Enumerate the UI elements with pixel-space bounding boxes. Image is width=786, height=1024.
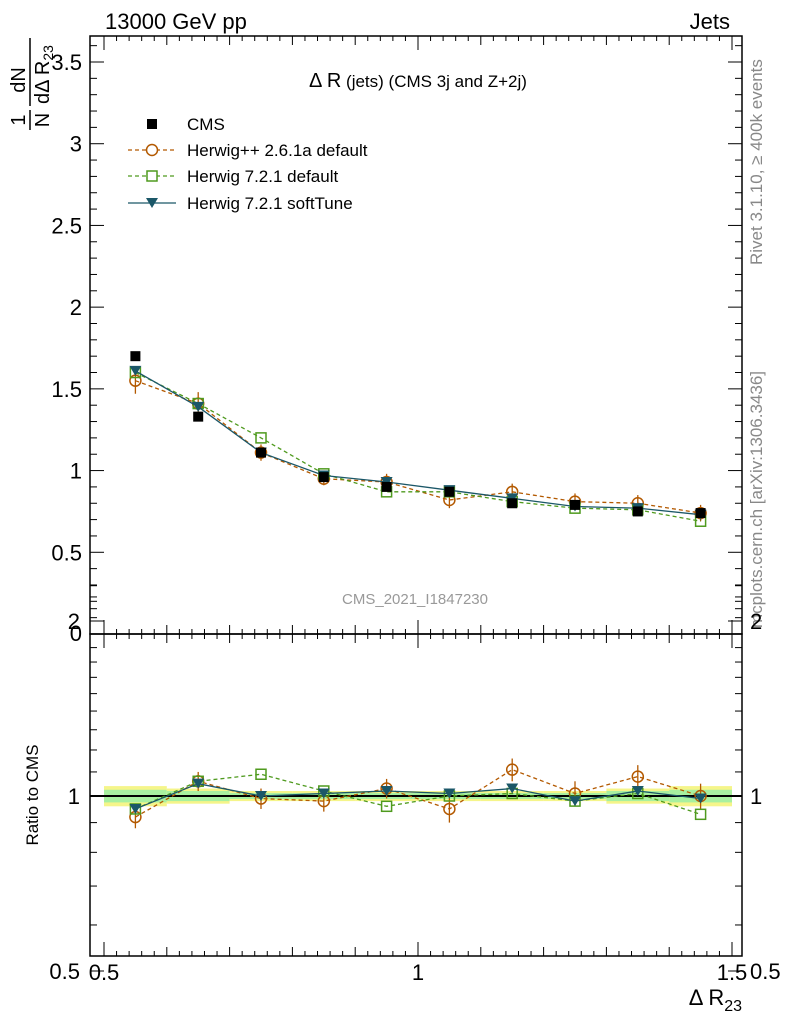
x-tick-label: 1 — [412, 960, 424, 985]
ratio-y-tick-label-right: 1 — [750, 784, 762, 809]
ratio-herwig-7-2-1-softtune-point — [255, 791, 267, 801]
mcplots-label: mcplots.cern.ch [arXiv:1306.3436] — [747, 371, 766, 628]
x-tick-label: 1.5 — [717, 960, 748, 985]
main-herwig-7-2-1-softtune-point — [129, 365, 142, 376]
ratio-herwig-2-6-1a-default-point — [443, 802, 456, 816]
legend-label-herwig721: Herwig 7.2.1 default — [187, 167, 338, 186]
legend-item-softtune: Herwig 7.2.1 softTune — [128, 194, 353, 213]
legend-label-herwigpp: Herwig++ 2.6.1a default — [187, 141, 368, 160]
y-tick-label-main: 1.5 — [51, 377, 82, 402]
plot-title-suffix: (jets) (CMS 3j and Z+2j) — [341, 72, 527, 91]
main-cms-point — [695, 508, 706, 519]
legend-marker-herwigpp — [145, 143, 159, 157]
x-label-main: Δ R — [689, 985, 724, 1010]
plot-layer: 0.5 1 1.5 2 2.5 3 3.5 0 0.5 0.5 1 1 2 2 0.5 1 1.5 — [49, 36, 781, 985]
main-cms-point — [507, 498, 518, 509]
y-label-d-den: dΔ R23 — [32, 45, 56, 104]
ratio-y-tick-label-right: 2 — [750, 609, 762, 634]
ratio-herwig-2-6-1a-default-point — [505, 763, 519, 776]
y-tick-label-main: 3.5 — [51, 50, 82, 75]
main-herwig-7-2-1-default-line — [135, 371, 701, 522]
main-herwig-7-2-1-default-point — [255, 432, 267, 444]
ratio-herwig-2-6-1a-default-point — [631, 770, 645, 783]
main-herwig-2-6-1a-default-point — [254, 446, 268, 459]
ratio-herwig-7-2-1-default-point — [255, 768, 267, 780]
main-herwig-7-2-1-softtune-point — [192, 401, 205, 412]
main-cms-point — [570, 499, 580, 510]
y-tick-label-main: 0 — [70, 621, 82, 646]
y-axis-label-main: 1 N dN dΔ R23 — [8, 38, 56, 130]
legend: CMS Herwig++ 2.6.1a default Herwig 7.2.1… — [128, 115, 368, 213]
y-label-frac-num: 1 — [8, 114, 30, 125]
main-cms-point — [256, 447, 266, 458]
main-cms-point — [381, 481, 392, 492]
y-tick-label-main: 2.5 — [51, 213, 82, 238]
analysis-watermark: CMS_2021_I1847230 — [342, 591, 488, 608]
ratio-herwig-7-2-1-softtune-point — [631, 786, 644, 797]
header-left: 13000 GeV pp — [105, 9, 247, 34]
y-label-d-num: dN — [8, 67, 30, 93]
legend-label-cms: CMS — [187, 115, 225, 134]
rivet-version-label: Rivet 3.1.10, ≥ 400k events — [747, 59, 766, 265]
y-axis-label-ratio: Ratio to CMS — [23, 744, 42, 845]
plot-title: Δ R (jets) (CMS 3j and Z+2j) — [309, 70, 527, 92]
y-tick-label-main: 1 — [70, 459, 82, 484]
y-label-frac-den: N — [32, 113, 54, 127]
main-herwig-2-6-1a-default-line — [135, 380, 701, 514]
main-cms-point — [444, 486, 455, 497]
y-label-d-den-sub: 23 — [40, 45, 56, 61]
legend-marker-cms — [147, 119, 157, 129]
ratio-y-tick-label-left: 2 — [68, 609, 80, 634]
ratio-herwig-7-2-1-softtune-point — [569, 796, 581, 807]
header-right: Jets — [690, 9, 730, 34]
ratio-y-tick-label-right: 0.5 — [750, 959, 781, 984]
main-cms-point — [130, 351, 141, 362]
ratio-y-tick-label-left: 1 — [68, 784, 80, 809]
ratio-herwig-7-2-1-default-point — [380, 800, 393, 813]
main-herwig-7-2-1-softtune-line — [135, 370, 701, 516]
ratio-herwig-7-2-1-softtune-point — [317, 788, 330, 799]
y-label-d-den-main: dΔ R — [32, 61, 54, 104]
ratio-herwig-7-2-1-softtune-point — [694, 793, 707, 804]
ratio-herwig-7-2-1-softtune-point — [129, 803, 142, 814]
y-tick-label-main: 3 — [70, 132, 82, 157]
main-cms-point — [632, 506, 643, 517]
legend-item-herwigpp: Herwig++ 2.6.1a default — [128, 141, 368, 160]
ratio-herwig-7-2-1-default-point — [694, 808, 707, 821]
x-axis-label: Δ R23 — [689, 985, 742, 1015]
legend-item-cms: CMS — [147, 115, 225, 134]
ratio-herwig-2-6-1a-default-line — [135, 768, 701, 818]
ratio-herwig-7-2-1-softtune-point — [380, 786, 393, 797]
legend-label-softtune: Herwig 7.2.1 softTune — [187, 194, 353, 213]
x-tick-label: 0.5 — [89, 960, 120, 985]
y-tick-label-main: 2 — [70, 295, 82, 320]
y-tick-label-main: 0.5 — [51, 540, 82, 565]
plot-title-main: Δ R — [309, 70, 341, 92]
main-cms-point — [318, 472, 329, 483]
ratio-herwig-7-2-1-default-line — [135, 773, 701, 815]
x-label-sub: 23 — [724, 998, 742, 1015]
ratio-herwig-7-2-1-softtune-point — [443, 788, 456, 799]
ratio-herwig-7-2-1-softtune-line — [135, 783, 701, 810]
ratio-y-tick-label-left: 0.5 — [49, 959, 80, 984]
ratio-herwig-7-2-1-softtune-point — [506, 783, 519, 794]
legend-item-herwig721: Herwig 7.2.1 default — [128, 167, 338, 186]
legend-marker-herwig721 — [146, 170, 158, 182]
main-cms-point — [193, 411, 204, 422]
legend-marker-softtune — [146, 198, 158, 208]
ratio-herwig-7-2-1-softtune-point — [192, 778, 205, 789]
ratio-panel-frame — [89, 633, 743, 957]
